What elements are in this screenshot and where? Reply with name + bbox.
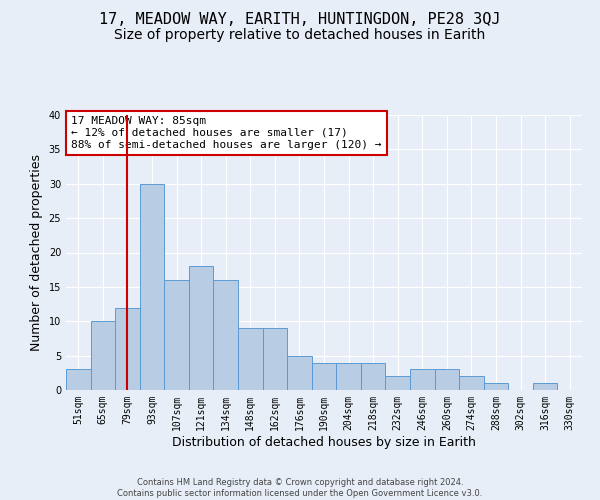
Bar [214, 280, 238, 390]
Bar [484, 383, 508, 390]
Bar [140, 184, 164, 390]
Text: Contains HM Land Registry data © Crown copyright and database right 2024.
Contai: Contains HM Land Registry data © Crown c… [118, 478, 482, 498]
Bar [385, 376, 410, 390]
Y-axis label: Number of detached properties: Number of detached properties [30, 154, 43, 351]
Bar [434, 370, 459, 390]
Bar [361, 362, 385, 390]
Bar [189, 266, 214, 390]
Bar [459, 376, 484, 390]
Bar [115, 308, 140, 390]
Text: 17, MEADOW WAY, EARITH, HUNTINGDON, PE28 3QJ: 17, MEADOW WAY, EARITH, HUNTINGDON, PE28… [99, 12, 501, 28]
Bar [164, 280, 189, 390]
Bar [287, 356, 312, 390]
Bar [66, 370, 91, 390]
Bar [336, 362, 361, 390]
X-axis label: Distribution of detached houses by size in Earith: Distribution of detached houses by size … [172, 436, 476, 448]
Text: Size of property relative to detached houses in Earith: Size of property relative to detached ho… [115, 28, 485, 42]
Bar [410, 370, 434, 390]
Bar [533, 383, 557, 390]
Bar [91, 322, 115, 390]
Text: 17 MEADOW WAY: 85sqm
← 12% of detached houses are smaller (17)
88% of semi-detac: 17 MEADOW WAY: 85sqm ← 12% of detached h… [71, 116, 382, 150]
Bar [312, 362, 336, 390]
Bar [238, 328, 263, 390]
Bar [263, 328, 287, 390]
